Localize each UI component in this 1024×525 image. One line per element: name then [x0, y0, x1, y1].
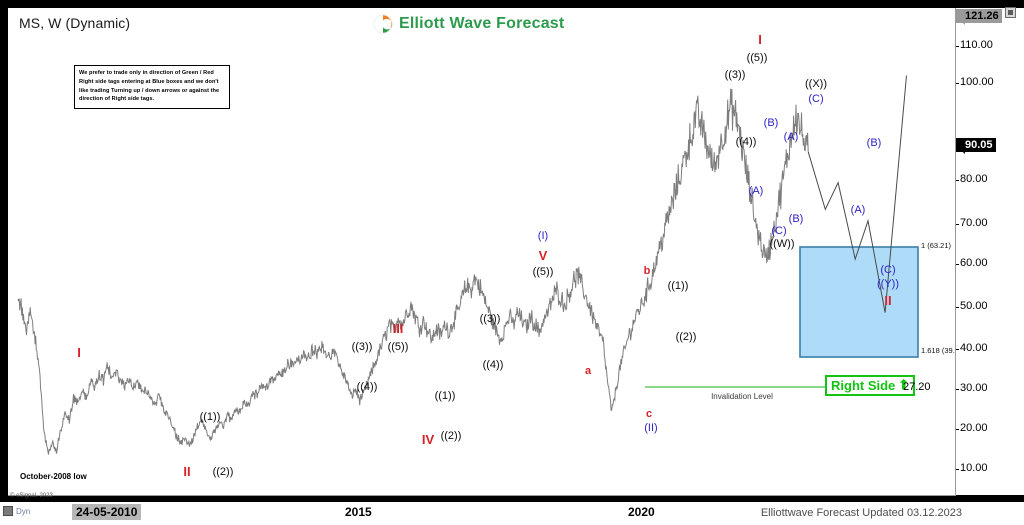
october-2008-low-label: October-2008 low — [20, 472, 87, 481]
brand-logo: Elliott Wave Forecast — [373, 14, 564, 34]
price-tick: 70.00 — [956, 217, 988, 229]
fib-target-1618-label: 1.618 (39.86) — [921, 346, 955, 355]
blue-box-zone — [799, 246, 919, 358]
dyn-status[interactable]: Dyn — [3, 506, 30, 516]
price-tick: 110.00 — [956, 39, 993, 51]
updated-note: Elliottwave Forecast Updated 03.12.2023 — [760, 507, 962, 519]
price-tick: 100.00 — [956, 76, 994, 88]
price-tick: 80.00 — [956, 173, 988, 185]
symbol-title: MS, W (Dynamic) — [19, 15, 131, 31]
fib-target-1-label: 1 (63.21) — [921, 241, 952, 250]
time-tick: 2020 — [628, 505, 655, 519]
brand-name: Elliott Wave Forecast — [399, 15, 565, 32]
last-price-value: 90.05 — [965, 139, 993, 151]
trading-note-text: We prefer to trade only in direction of … — [79, 70, 220, 103]
maximize-icon[interactable] — [1005, 7, 1016, 18]
high-arrow-icon — [956, 9, 965, 25]
price-line — [17, 88, 809, 455]
invalidation-level-label: Invalidation Level — [711, 392, 773, 401]
right-side-badge[interactable]: Right Side ⬆ — [825, 375, 916, 396]
price-tick: 10.00 — [956, 462, 988, 474]
price-axis[interactable]: 110.00 100.00 80.00 70.00 60.00 50.00 40.00 30.… — [956, 8, 1024, 495]
last-arrow-icon — [956, 138, 965, 154]
chart-plot-area[interactable]: We prefer to trade only in direction of … — [8, 8, 956, 496]
dyn-icon — [3, 506, 13, 516]
dyn-label-text: Dyn — [16, 506, 31, 516]
price-tick: 40.00 — [956, 342, 988, 354]
period-high-value: 121.26 — [965, 10, 999, 22]
last-price-badge: 90.05 — [956, 138, 996, 154]
time-tick: 2015 — [345, 505, 372, 519]
right-side-label: Right Side — [831, 377, 896, 393]
trading-note-box: We prefer to trade only in direction of … — [74, 65, 230, 110]
time-tick: 24-05-2010 — [72, 504, 142, 520]
price-tick: 50.00 — [956, 300, 988, 312]
period-high-badge: 121.26 — [956, 9, 1002, 25]
invalidation-price-label: 27.20 — [903, 381, 931, 393]
price-tick: 30.00 — [956, 382, 988, 394]
projection-line — [807, 75, 907, 313]
arrow-up-icon: ⬆ — [898, 377, 910, 392]
price-tick: 20.00 — [956, 422, 988, 434]
copyright-notice: © eSignal, 2023 — [10, 493, 53, 499]
price-tick: 60.00 — [956, 257, 988, 269]
time-axis[interactable]: 24-05-2010 2015 2020 Dyn Elliottwave Forec… — [0, 502, 1024, 525]
elliottwave-swirl-logo-icon — [373, 14, 393, 34]
